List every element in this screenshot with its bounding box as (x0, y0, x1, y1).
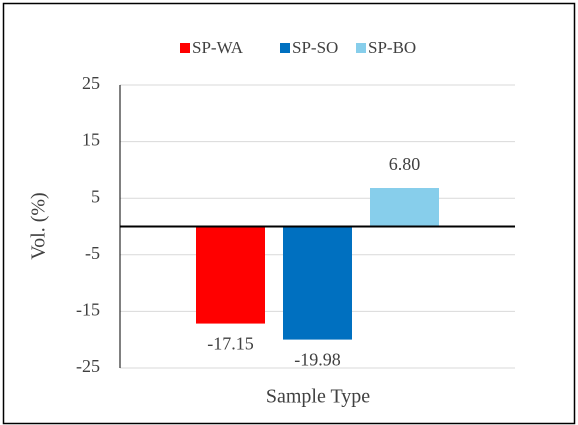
y-axis-title: Vol. (%) (28, 192, 50, 259)
y-tick-label: 25 (82, 73, 100, 93)
y-tick-label: -25 (76, 356, 100, 376)
y-tick-label: 15 (82, 130, 100, 150)
legend-swatch (280, 43, 290, 53)
legend-label: SP-BO (368, 38, 416, 57)
y-tick-label: 5 (91, 186, 100, 206)
bar (283, 226, 352, 340)
legend-swatch (356, 43, 366, 53)
legend-label: SP-SO (292, 38, 338, 57)
legend-swatch (180, 43, 190, 53)
legend-label: SP-WA (192, 38, 244, 57)
y-tick-label: -5 (85, 243, 100, 263)
bar (370, 188, 439, 227)
y-tick-label: -15 (76, 300, 100, 320)
data-label: 6.80 (389, 154, 421, 174)
bar (196, 226, 265, 324)
data-label: -19.98 (294, 350, 341, 370)
data-label: -17.15 (207, 334, 254, 354)
x-axis-title: Sample Type (266, 386, 370, 408)
